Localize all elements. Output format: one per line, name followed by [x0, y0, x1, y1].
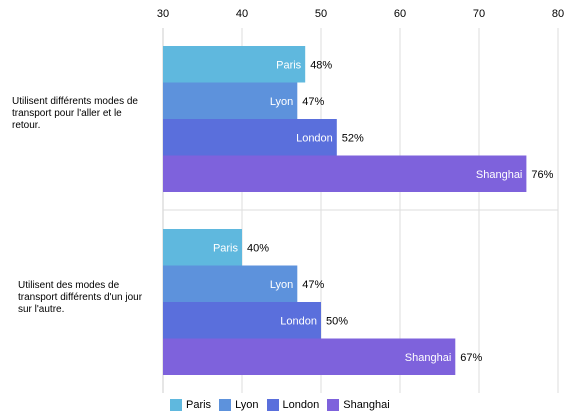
x-tick-label: 70 [473, 8, 485, 20]
bar-series-label: Shanghai [476, 169, 523, 181]
x-tick-label: 60 [394, 8, 406, 20]
category-label-line: retour. [12, 120, 41, 131]
bar [163, 82, 298, 119]
x-tick-label: 80 [552, 8, 564, 20]
data-label: 47% [302, 279, 324, 291]
legend-label: Shanghai [343, 399, 390, 411]
legend-swatch [266, 399, 279, 411]
bar [163, 119, 337, 156]
bar [163, 265, 298, 302]
legend-item: Shanghai [327, 399, 390, 411]
category-label-line: transport pour l'aller et le [12, 108, 122, 119]
bar [163, 155, 527, 192]
data-label: 40% [247, 242, 269, 254]
bar-series-label: Lyon [270, 279, 293, 291]
bar-series-label: Paris [276, 59, 302, 71]
bar-series-label: Paris [213, 242, 239, 254]
legend-label: London [282, 399, 320, 411]
x-tick-label: 50 [315, 8, 327, 20]
bar [163, 46, 306, 83]
legend-swatch [170, 399, 182, 411]
category-label-line: Utilisent des modes de [18, 280, 120, 291]
bar-series-label: Lyon [270, 96, 293, 108]
data-label: 67% [460, 352, 482, 364]
data-label: 47% [302, 96, 324, 108]
legend-item: London [266, 399, 320, 411]
bar [163, 302, 321, 339]
legend-swatch [219, 399, 232, 411]
data-label: 48% [310, 59, 332, 71]
x-tick-label: 30 [157, 8, 169, 20]
legend: Paris Lyon London Shanghai [170, 398, 398, 412]
legend-label: Paris [186, 399, 212, 411]
legend-item: Lyon [219, 399, 259, 411]
data-label: 50% [326, 315, 348, 327]
category-label: Utilisent différents modes de transport p… [12, 96, 138, 132]
data-label: 52% [342, 132, 364, 144]
category-label-line: sur l'autre. [18, 304, 65, 315]
category-label-line: Utilisent différents modes de [12, 96, 138, 107]
x-tick-label: 40 [236, 8, 248, 20]
category-label-line: transport différents d'un jour [18, 292, 143, 303]
legend-swatch [327, 399, 340, 411]
bar [163, 229, 242, 266]
data-label: 76% [531, 169, 553, 181]
bar-series-label: London [296, 132, 333, 144]
bar-series-label: London [280, 315, 317, 327]
bar [163, 338, 456, 375]
legend-item: Paris [170, 399, 211, 411]
category-label: Utilisent des modes de transport différen… [18, 280, 142, 316]
bar-series-label: Shanghai [405, 352, 452, 364]
legend-label: Lyon [235, 399, 259, 411]
